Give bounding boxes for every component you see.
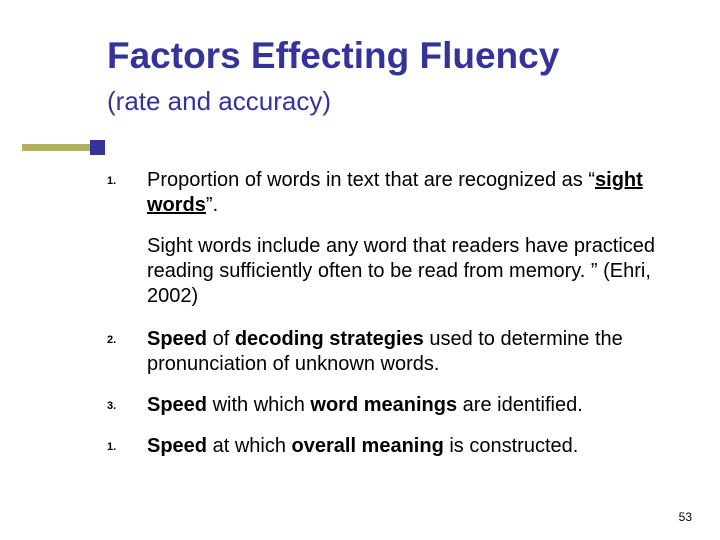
- list-item: 1. Proportion of words in text that are …: [107, 168, 667, 218]
- item-number: 2.: [107, 327, 147, 346]
- item-text: Proportion of words in text that are rec…: [147, 168, 667, 218]
- list-item: 1. Speed at which overall meaning is con…: [107, 434, 667, 459]
- paragraph: Sight words include any word that reader…: [147, 234, 667, 309]
- item-number: 1.: [107, 434, 147, 453]
- content-area: 1. Proportion of words in text that are …: [107, 168, 667, 475]
- item-text: Speed with which word meanings are ident…: [147, 393, 583, 418]
- item-text: Speed at which overall meaning is constr…: [147, 434, 578, 459]
- item-number: 1.: [107, 168, 147, 187]
- slide-subtitle: (rate and accuracy): [107, 86, 331, 117]
- slide-title: Factors Effecting Fluency: [107, 36, 559, 77]
- item-number: 3.: [107, 393, 147, 412]
- list-item: 2. Speed of decoding strategies used to …: [107, 327, 667, 377]
- slide: Factors Effecting Fluency (rate and accu…: [0, 0, 720, 540]
- list-item: 3. Speed with which word meanings are id…: [107, 393, 667, 418]
- page-number: 53: [679, 510, 692, 524]
- accent-square: [90, 140, 105, 155]
- item-text: Speed of decoding strategies used to det…: [147, 327, 667, 377]
- accent-bar: [22, 144, 94, 151]
